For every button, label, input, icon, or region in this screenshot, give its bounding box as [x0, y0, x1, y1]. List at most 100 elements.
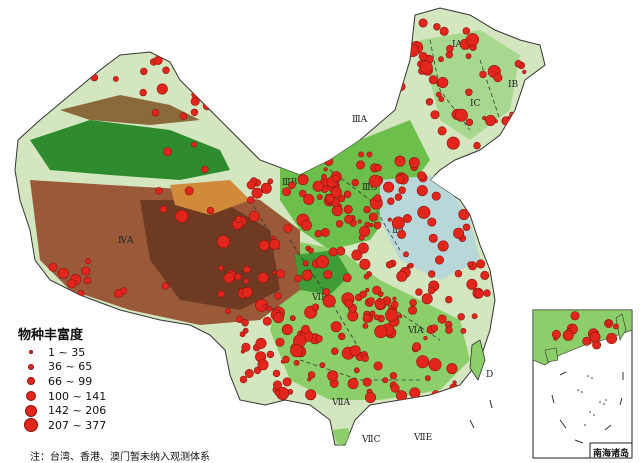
observation-point [274, 292, 282, 300]
observation-point [402, 214, 412, 224]
zone-label: ⅠC [470, 99, 481, 109]
observation-point [190, 108, 199, 117]
observation-point [476, 259, 486, 269]
observation-point [336, 246, 346, 256]
observation-point [407, 262, 414, 269]
observation-point [606, 332, 618, 344]
observation-point [332, 174, 340, 183]
observation-point [418, 18, 428, 28]
observation-point [551, 329, 561, 339]
observation-point [484, 115, 496, 127]
zone-label: ⅦE [413, 433, 432, 443]
observation-point [244, 368, 254, 378]
observation-point [323, 167, 328, 172]
observation-point [421, 293, 433, 305]
observation-point [288, 181, 296, 190]
observation-point [335, 220, 344, 228]
observation-point [218, 265, 224, 271]
observation-point [255, 298, 269, 312]
legend-marker [18, 377, 44, 386]
observation-point [570, 311, 580, 321]
observation-point [201, 165, 209, 174]
observation-point [45, 280, 53, 288]
observation-point [337, 194, 346, 203]
observation-point [175, 209, 189, 223]
observation-point [342, 273, 352, 283]
observation-point [363, 205, 371, 214]
observation-point [446, 44, 454, 53]
observation-point [351, 178, 359, 187]
observation-point [163, 147, 173, 157]
observation-point [307, 371, 316, 379]
observation-point [330, 321, 342, 333]
legend-item: 207 ~ 377 [18, 418, 198, 433]
observation-point [465, 88, 473, 97]
zone-label: ⅥB [311, 293, 328, 303]
observation-point [283, 223, 293, 233]
observation-point [474, 178, 481, 184]
observation-point [387, 217, 392, 222]
observation-point [373, 221, 382, 230]
observation-point [514, 59, 523, 68]
legend-marker [18, 404, 44, 417]
inset-taiwan [615, 313, 627, 341]
observation-point [472, 192, 482, 202]
observation-point [465, 53, 472, 59]
observation-point [328, 247, 338, 257]
observation-point [567, 324, 572, 329]
zone-label: ⅢC [362, 183, 378, 193]
observation-point [480, 270, 490, 280]
observation-point [81, 266, 91, 276]
observation-point [202, 101, 212, 111]
observation-point [446, 136, 460, 150]
observation-point [613, 323, 619, 330]
observation-point [445, 326, 453, 334]
observation-point [482, 217, 494, 229]
observation-point [155, 187, 163, 195]
observation-point [431, 191, 441, 201]
observation-point [582, 336, 592, 346]
observation-point [430, 324, 439, 332]
observation-point [266, 350, 275, 359]
sichuan-basin-region [295, 250, 350, 295]
observation-point [206, 206, 215, 215]
observation-point [438, 96, 445, 102]
observation-point [338, 332, 346, 341]
legend-item: 142 ~ 206 [18, 403, 198, 418]
observation-point [343, 190, 352, 198]
observation-point [394, 193, 403, 201]
south-china-sea-inset [532, 309, 633, 459]
observation-point [290, 344, 304, 358]
observation-point [217, 290, 225, 298]
observation-point [272, 380, 282, 390]
legend-label: 207 ~ 377 [48, 418, 107, 432]
zone-label: ⅦA [331, 398, 351, 408]
observation-point [235, 215, 243, 224]
northeast-plain-region [420, 30, 520, 140]
observation-point [415, 288, 423, 296]
observation-point [48, 262, 58, 272]
observation-point [246, 180, 256, 190]
observation-point [562, 329, 574, 341]
legend-label: 36 ~ 65 [48, 360, 93, 374]
legend-label: 66 ~ 99 [48, 374, 93, 388]
zone-label: D [486, 370, 493, 380]
observation-point [369, 310, 376, 317]
observation-point [243, 278, 250, 284]
observation-point [403, 251, 409, 258]
observation-point [452, 380, 457, 385]
observation-point [241, 342, 251, 352]
observation-point [297, 174, 309, 186]
observation-point [322, 294, 336, 308]
observation-point [241, 286, 253, 298]
observation-point [423, 336, 428, 341]
legend-marker [18, 350, 44, 355]
observation-point [191, 141, 197, 148]
observation-point [314, 230, 322, 238]
observation-point [362, 377, 372, 387]
observation-point [437, 314, 447, 324]
taiwan-island [469, 339, 486, 381]
observation-point [302, 260, 309, 267]
zone-label: ⅠA [452, 40, 463, 50]
observation-point [272, 369, 281, 378]
